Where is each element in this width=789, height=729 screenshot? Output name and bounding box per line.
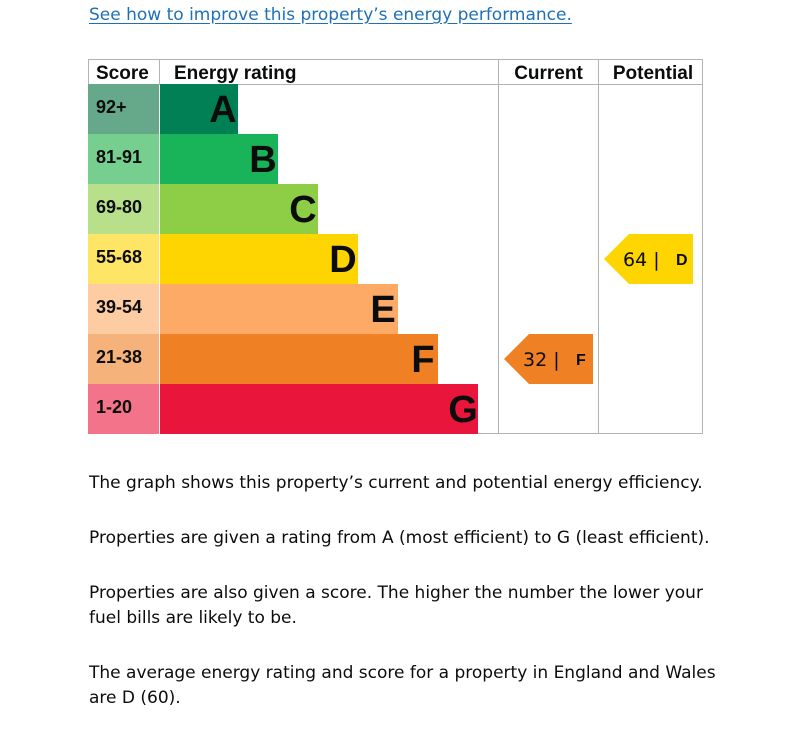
energy-rating-chart: Score Energy rating Current Potential 92… (88, 59, 703, 434)
band-letter-a: A (209, 89, 236, 131)
band-bar-d (160, 234, 358, 284)
band-bar-g (160, 384, 478, 434)
header-potential: Potential (613, 63, 693, 84)
potential-rating-letter: D (676, 252, 688, 269)
paragraph-graph-explanation: The graph shows this property’s current … (89, 473, 703, 493)
band-letter-g: G (448, 389, 478, 431)
band-bar-e (160, 284, 398, 334)
score-cell-c (88, 184, 159, 234)
band-bar-c (160, 184, 318, 234)
band-letter-c: C (289, 189, 316, 231)
header-current: Current (514, 63, 583, 84)
band-bar-b (160, 134, 278, 184)
potential-rating-score: 64 | (623, 249, 660, 271)
score-cell-e (88, 284, 159, 334)
score-range-b: 81-91 (96, 147, 142, 167)
rating-bands: 92+ A 81-91 B 69-80 C 55-68 D 39-54 E 21-38 F 1-20 G (88, 84, 478, 434)
header-energy-rating: Energy rating (174, 63, 296, 84)
paragraph-score-explanation: Properties are also given a score. The h… (89, 583, 703, 628)
score-range-c: 69-80 (96, 197, 142, 217)
score-range-e: 39-54 (96, 297, 142, 317)
rating-markers: 32 | F 64 | D (504, 234, 693, 384)
score-range-f: 21-38 (96, 347, 142, 367)
potential-rating-arrow (604, 234, 693, 284)
score-cell-g (88, 384, 159, 434)
score-cell-d (88, 234, 159, 284)
improve-performance-link[interactable]: See how to improve this property’s energ… (89, 5, 572, 25)
score-range-d: 55-68 (96, 247, 142, 267)
band-bar-f (160, 334, 438, 384)
current-rating-arrow (504, 334, 593, 384)
band-letter-d: D (329, 239, 356, 281)
current-rating-score: 32 | (523, 349, 560, 371)
score-cell-b (88, 134, 159, 184)
band-letter-f: F (411, 339, 434, 381)
band-letter-b: B (249, 139, 276, 181)
score-cell-f (88, 334, 159, 384)
paragraph-rating-explanation: Properties are given a rating from A (mo… (89, 528, 710, 548)
current-rating-letter: F (576, 352, 586, 369)
score-range-a: 92+ (96, 97, 127, 117)
paragraph-average-rating: The average energy rating and score for … (89, 663, 716, 708)
header-score: Score (96, 63, 149, 84)
score-range-g: 1-20 (96, 397, 132, 417)
band-bar-a (160, 84, 238, 134)
band-letter-e: E (370, 289, 395, 331)
score-cell-a (88, 84, 159, 134)
